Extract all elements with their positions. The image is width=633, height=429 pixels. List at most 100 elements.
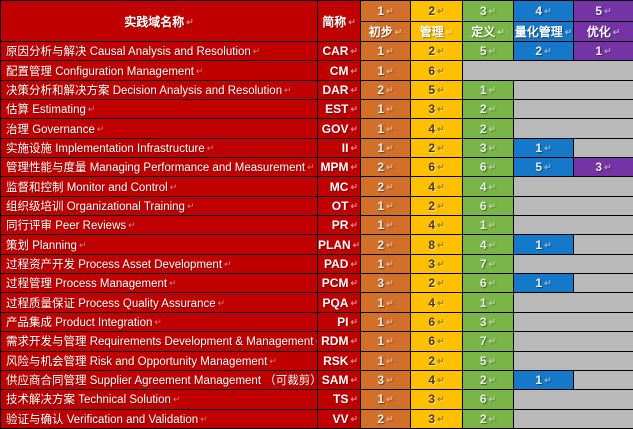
empty-cell[interactable] bbox=[513, 331, 633, 352]
count-cell-level-1[interactable]: 1 ↵ bbox=[360, 99, 411, 120]
count-cell-level-5[interactable]: 1 ↵ bbox=[573, 40, 633, 62]
practice-abbr-cell[interactable]: PR ↵ bbox=[317, 215, 361, 236]
practice-name-cell[interactable]: 需求开发与管理 Requirements Development & Manag… bbox=[0, 331, 318, 352]
count-cell-level-2[interactable]: 6 ↵ bbox=[410, 331, 463, 352]
empty-cell[interactable] bbox=[513, 99, 633, 120]
header-level-3-number[interactable]: 3 ↵ bbox=[462, 0, 514, 22]
practice-abbr-cell[interactable]: GOV ↵ bbox=[317, 118, 361, 139]
practice-name-cell[interactable]: 决策分析和解决方案 Decision Analysis and Resoluti… bbox=[0, 79, 318, 101]
count-cell-level-5[interactable]: 3 ↵ bbox=[573, 157, 633, 178]
count-cell-level-2[interactable]: 2 ↵ bbox=[410, 350, 463, 371]
empty-cell[interactable] bbox=[513, 118, 633, 139]
practice-name-cell[interactable]: 过程资产开发 Process Asset Development ↵ bbox=[0, 253, 318, 275]
count-cell-level-3[interactable]: 6 ↵ bbox=[462, 273, 514, 294]
header-level-3-label[interactable]: 定义 ↵ bbox=[462, 21, 514, 42]
count-cell-level-1[interactable]: 1 ↵ bbox=[360, 137, 411, 159]
count-cell-level-3[interactable]: 3 ↵ bbox=[462, 311, 514, 333]
count-cell-level-4[interactable]: 1 ↵ bbox=[513, 273, 574, 294]
practice-abbr-cell[interactable]: PI ↵ bbox=[317, 311, 361, 333]
header-level-1-label[interactable]: 初步 ↵ bbox=[360, 21, 411, 42]
count-cell-level-3[interactable]: 2 ↵ bbox=[462, 99, 514, 120]
count-cell-level-3[interactable]: 2 ↵ bbox=[462, 118, 514, 139]
empty-cell[interactable] bbox=[462, 60, 633, 81]
count-cell-level-4[interactable]: 1 ↵ bbox=[513, 137, 574, 159]
count-cell-level-1[interactable]: 2 ↵ bbox=[360, 234, 411, 255]
count-cell-level-2[interactable]: 5 ↵ bbox=[410, 79, 463, 101]
count-cell-level-2[interactable]: 4 ↵ bbox=[410, 118, 463, 139]
practice-name-cell[interactable]: 治理 Governance ↵ bbox=[0, 118, 318, 139]
count-cell-level-2[interactable]: 2 ↵ bbox=[410, 195, 463, 217]
empty-cell[interactable] bbox=[573, 369, 633, 391]
count-cell-level-1[interactable]: 2 ↵ bbox=[360, 408, 411, 429]
practice-name-cell[interactable]: 过程质量保证 Process Quality Assurance ↵ bbox=[0, 292, 318, 313]
count-cell-level-1[interactable]: 1 ↵ bbox=[360, 350, 411, 371]
practice-abbr-cell[interactable]: CAR ↵ bbox=[317, 40, 361, 62]
practice-abbr-cell[interactable]: II ↵ bbox=[317, 137, 361, 159]
practice-name-cell[interactable]: 管理性能与度量 Managing Performance and Measure… bbox=[0, 157, 318, 178]
count-cell-level-2[interactable]: 4 ↵ bbox=[410, 369, 463, 391]
count-cell-level-2[interactable]: 2 ↵ bbox=[410, 40, 463, 62]
empty-cell[interactable] bbox=[513, 408, 633, 429]
header-level-4-label[interactable]: 量化管理 ↵ bbox=[513, 21, 574, 42]
practice-name-cell[interactable]: 实施设施 Implementation Infrastructure ↵ bbox=[0, 137, 318, 159]
practice-name-cell[interactable]: 原因分析与解决 Causal Analysis and Resolution ↵ bbox=[0, 40, 318, 62]
header-level-5-label[interactable]: 优化 ↵ bbox=[573, 21, 633, 42]
practice-abbr-cell[interactable]: PLAN ↵ bbox=[317, 234, 361, 255]
practice-name-cell[interactable]: 过程管理 Process Management ↵ bbox=[0, 273, 318, 294]
practice-abbr-cell[interactable]: CM ↵ bbox=[317, 60, 361, 81]
count-cell-level-2[interactable]: 8 ↵ bbox=[410, 234, 463, 255]
header-level-4-number[interactable]: 4 ↵ bbox=[513, 0, 574, 22]
count-cell-level-1[interactable]: 1 ↵ bbox=[360, 292, 411, 313]
count-cell-level-2[interactable]: 2 ↵ bbox=[410, 137, 463, 159]
count-cell-level-3[interactable]: 7 ↵ bbox=[462, 253, 514, 275]
practice-name-cell[interactable]: 估算 Estimating ↵ bbox=[0, 99, 318, 120]
count-cell-level-4[interactable]: 1 ↵ bbox=[513, 234, 574, 255]
empty-cell[interactable] bbox=[513, 79, 633, 101]
count-cell-level-1[interactable]: 1 ↵ bbox=[360, 389, 411, 410]
practice-name-cell[interactable]: 同行评审 Peer Reviews ↵ bbox=[0, 215, 318, 236]
count-cell-level-2[interactable]: 2 ↵ bbox=[410, 273, 463, 294]
count-cell-level-1[interactable]: 1 ↵ bbox=[360, 60, 411, 81]
empty-cell[interactable] bbox=[513, 292, 633, 313]
practice-name-cell[interactable]: 产品集成 Product Integration ↵ bbox=[0, 311, 318, 333]
empty-cell[interactable] bbox=[513, 311, 633, 333]
count-cell-level-4[interactable]: 5 ↵ bbox=[513, 157, 574, 178]
count-cell-level-3[interactable]: 2 ↵ bbox=[462, 369, 514, 391]
practice-abbr-cell[interactable]: RSK ↵ bbox=[317, 350, 361, 371]
empty-cell[interactable] bbox=[513, 350, 633, 371]
empty-cell[interactable] bbox=[513, 195, 633, 217]
practice-name-cell[interactable]: 组织级培训 Organizational Training ↵ bbox=[0, 195, 318, 217]
count-cell-level-3[interactable]: 6 ↵ bbox=[462, 195, 514, 217]
count-cell-level-1[interactable]: 3 ↵ bbox=[360, 369, 411, 391]
practice-abbr-cell[interactable]: MC ↵ bbox=[317, 176, 361, 197]
practice-abbr-cell[interactable]: SAM ↵ bbox=[317, 369, 361, 391]
practice-abbr-cell[interactable]: RDM ↵ bbox=[317, 331, 361, 352]
empty-cell[interactable] bbox=[513, 253, 633, 275]
practice-abbr-cell[interactable]: EST ↵ bbox=[317, 99, 361, 120]
practice-abbr-cell[interactable]: PCM ↵ bbox=[317, 273, 361, 294]
count-cell-level-2[interactable]: 3 ↵ bbox=[410, 99, 463, 120]
count-cell-level-1[interactable]: 1 ↵ bbox=[360, 215, 411, 236]
count-cell-level-2[interactable]: 4 ↵ bbox=[410, 215, 463, 236]
count-cell-level-1[interactable]: 1 ↵ bbox=[360, 195, 411, 217]
empty-cell[interactable] bbox=[573, 234, 633, 255]
count-cell-level-2[interactable]: 3 ↵ bbox=[410, 389, 463, 410]
count-cell-level-2[interactable]: 6 ↵ bbox=[410, 311, 463, 333]
header-level-5-number[interactable]: 5 ↵ bbox=[573, 0, 633, 22]
count-cell-level-3[interactable]: 1 ↵ bbox=[462, 79, 514, 101]
header-abbr[interactable]: 简称 ↵ bbox=[317, 0, 361, 42]
count-cell-level-3[interactable]: 4 ↵ bbox=[462, 176, 514, 197]
practice-name-cell[interactable]: 验证与确认 Verification and Validation ↵ bbox=[0, 408, 318, 429]
practice-abbr-cell[interactable]: PQA ↵ bbox=[317, 292, 361, 313]
count-cell-level-1[interactable]: 1 ↵ bbox=[360, 311, 411, 333]
practice-name-cell[interactable]: 策划 Planning ↵ bbox=[0, 234, 318, 255]
header-practice-name[interactable]: 实践域名称 ↵ bbox=[0, 0, 318, 42]
count-cell-level-3[interactable]: 7 ↵ bbox=[462, 331, 514, 352]
count-cell-level-3[interactable]: 1 ↵ bbox=[462, 215, 514, 236]
count-cell-level-2[interactable]: 4 ↵ bbox=[410, 292, 463, 313]
practice-name-cell[interactable]: 风险与机会管理 Risk and Opportunity Management ↵ bbox=[0, 350, 318, 371]
count-cell-level-1[interactable]: 3 ↵ bbox=[360, 273, 411, 294]
count-cell-level-2[interactable]: 3 ↵ bbox=[410, 408, 463, 429]
count-cell-level-2[interactable]: 3 ↵ bbox=[410, 253, 463, 275]
count-cell-level-4[interactable]: 1 ↵ bbox=[513, 369, 574, 391]
